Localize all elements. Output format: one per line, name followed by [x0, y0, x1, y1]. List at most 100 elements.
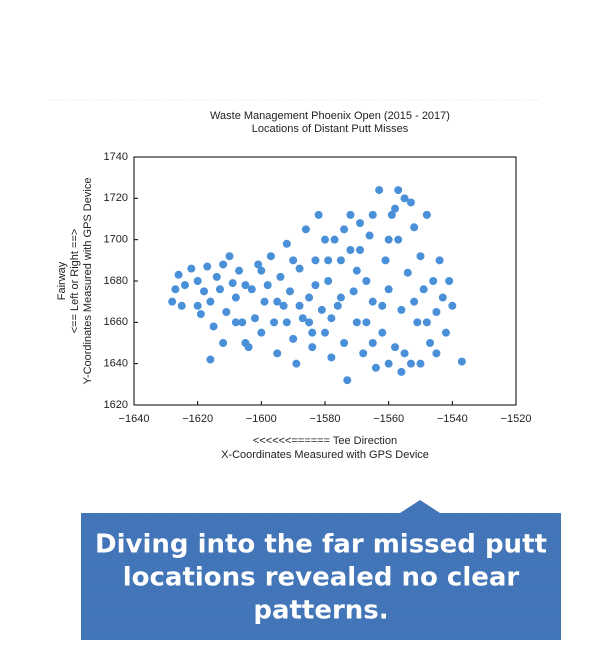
point [403, 268, 412, 277]
x-tick-label: −1620 [182, 413, 213, 425]
point [270, 318, 279, 327]
point [340, 339, 349, 347]
point [397, 305, 406, 314]
point [362, 318, 371, 327]
point [394, 186, 403, 195]
point [397, 367, 406, 376]
point [343, 376, 352, 385]
x-tick-label: −1600 [246, 413, 277, 425]
point [378, 301, 387, 310]
point [356, 246, 365, 254]
point [254, 260, 263, 269]
point [359, 349, 368, 358]
point [282, 318, 291, 327]
point [244, 343, 253, 352]
callout-box [81, 500, 561, 640]
point [457, 357, 466, 366]
point [203, 262, 212, 271]
point [381, 256, 390, 265]
point [212, 272, 221, 281]
point [289, 256, 298, 265]
point [305, 318, 314, 327]
point [279, 301, 288, 310]
x-tick-label: −1560 [373, 413, 404, 425]
point [422, 210, 431, 219]
point [231, 293, 240, 302]
point [391, 204, 400, 213]
point [330, 235, 339, 244]
point [257, 266, 266, 275]
point [400, 194, 409, 203]
point [432, 349, 441, 358]
point [235, 266, 244, 275]
point [321, 328, 329, 337]
point [333, 301, 342, 310]
point [438, 293, 447, 302]
point [295, 264, 304, 273]
y-tick-label: 1700 [104, 234, 128, 246]
point [215, 285, 224, 294]
point [193, 301, 202, 310]
point [266, 252, 275, 261]
point [177, 301, 186, 310]
y-tick-label: 1640 [104, 358, 128, 370]
chart-title: Waste Management Phoenix Open (2015 - 20… [210, 110, 450, 122]
point [400, 349, 409, 358]
point [228, 279, 237, 288]
point [375, 186, 384, 195]
point [317, 305, 326, 314]
point [384, 235, 393, 244]
point [187, 264, 196, 273]
point [448, 301, 457, 310]
point [356, 219, 365, 228]
point [292, 359, 301, 368]
callout-text: Diving into the far missed putt [95, 530, 547, 560]
point [273, 349, 282, 358]
point [336, 293, 345, 302]
point [384, 359, 393, 368]
y-axis-label: Fairway [56, 261, 68, 300]
point [340, 225, 349, 234]
point [260, 297, 269, 306]
point [435, 256, 444, 265]
point [308, 343, 317, 352]
y-axis-label: Y-Coordinates Measured with GPS Device [82, 178, 94, 385]
x-axis-label: <<<<<<====== Tee Direction [253, 435, 397, 447]
point [206, 355, 215, 364]
point [394, 235, 403, 244]
point [336, 256, 345, 265]
point [295, 301, 304, 310]
point [429, 277, 438, 285]
point [298, 314, 307, 323]
point [225, 252, 234, 261]
point [416, 359, 425, 368]
point [346, 210, 355, 219]
point [391, 343, 400, 352]
point [327, 314, 336, 323]
point [250, 314, 259, 323]
point [416, 252, 425, 261]
point [285, 287, 294, 296]
point [305, 293, 314, 302]
point [324, 277, 333, 285]
point [371, 363, 380, 372]
point [308, 328, 317, 337]
point [324, 256, 333, 265]
y-tick-label: 1660 [104, 316, 128, 328]
point [289, 334, 298, 343]
point [422, 318, 431, 327]
point [321, 235, 329, 244]
point [410, 223, 419, 232]
y-tick-label: 1620 [104, 399, 128, 411]
y-label-group: Fairway <== Left or Right ==> Y-Coordina… [56, 178, 94, 385]
point [171, 285, 180, 294]
y-tick-label: 1740 [104, 151, 128, 163]
point [257, 328, 266, 337]
point [273, 297, 282, 306]
point [196, 310, 205, 319]
point [327, 353, 336, 362]
point [349, 287, 358, 296]
point [352, 266, 361, 275]
point [406, 198, 415, 207]
